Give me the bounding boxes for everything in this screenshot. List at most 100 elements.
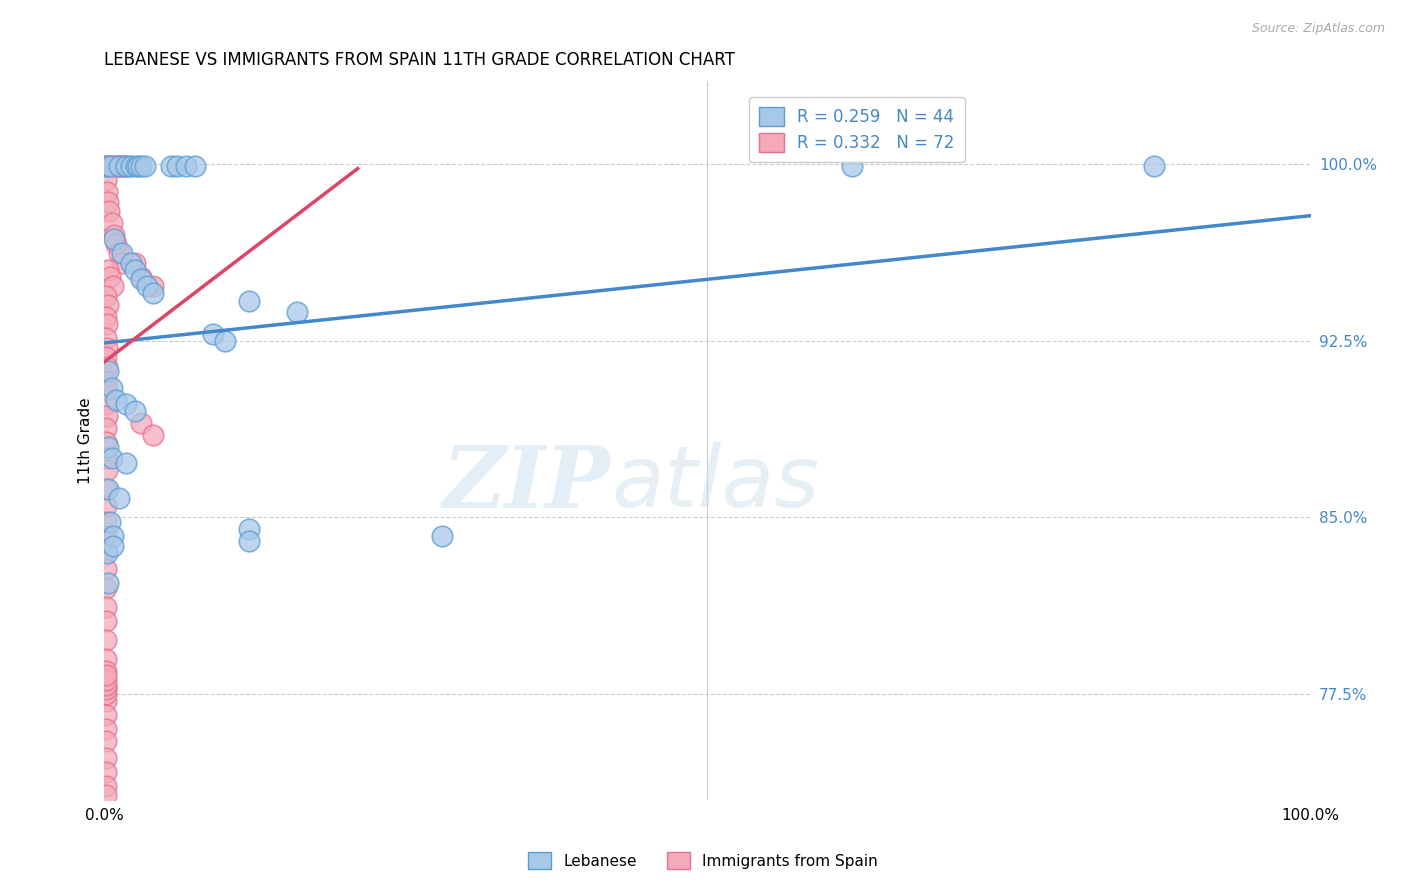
Point bbox=[127, 159, 149, 173]
Point bbox=[111, 159, 134, 173]
Text: ZIP: ZIP bbox=[443, 442, 612, 525]
Point bbox=[96, 383, 118, 397]
Point bbox=[94, 789, 117, 803]
Point bbox=[100, 515, 122, 529]
Point bbox=[101, 159, 124, 173]
Point bbox=[94, 734, 117, 748]
Point bbox=[184, 159, 207, 173]
Point bbox=[1143, 159, 1166, 173]
Point bbox=[100, 451, 122, 466]
Point bbox=[94, 673, 117, 687]
Point bbox=[96, 159, 118, 173]
Point bbox=[94, 779, 117, 793]
Point bbox=[94, 632, 117, 647]
Point bbox=[841, 159, 863, 173]
Point bbox=[97, 576, 120, 591]
Point bbox=[125, 159, 148, 173]
Point bbox=[103, 232, 125, 246]
Point bbox=[94, 764, 117, 779]
Point bbox=[96, 546, 118, 560]
Point bbox=[100, 269, 122, 284]
Point bbox=[96, 463, 118, 477]
Point bbox=[111, 256, 134, 270]
Point bbox=[115, 159, 138, 173]
Point bbox=[94, 668, 117, 682]
Point bbox=[115, 159, 138, 173]
Point bbox=[201, 326, 224, 341]
Point bbox=[287, 305, 309, 319]
Point bbox=[129, 416, 152, 430]
Point bbox=[120, 159, 142, 173]
Point bbox=[94, 397, 117, 411]
Point bbox=[101, 279, 124, 293]
Point bbox=[97, 263, 120, 277]
Point bbox=[112, 159, 135, 173]
Point bbox=[142, 286, 165, 301]
Point bbox=[124, 263, 146, 277]
Y-axis label: 11th Grade: 11th Grade bbox=[79, 398, 93, 484]
Point bbox=[100, 159, 122, 173]
Point bbox=[94, 543, 117, 558]
Point bbox=[97, 194, 120, 209]
Point bbox=[94, 482, 117, 496]
Point bbox=[100, 381, 122, 395]
Point bbox=[94, 451, 117, 466]
Point bbox=[96, 409, 118, 423]
Point bbox=[97, 482, 120, 496]
Point bbox=[105, 392, 128, 407]
Text: LEBANESE VS IMMIGRANTS FROM SPAIN 11TH GRADE CORRELATION CHART: LEBANESE VS IMMIGRANTS FROM SPAIN 11TH G… bbox=[104, 51, 735, 69]
Point bbox=[108, 159, 131, 173]
Point bbox=[94, 652, 117, 666]
Point bbox=[115, 397, 138, 411]
Point bbox=[97, 364, 120, 378]
Point bbox=[166, 159, 188, 173]
Point bbox=[101, 539, 124, 553]
Point bbox=[96, 317, 118, 331]
Point bbox=[96, 185, 118, 199]
Point bbox=[124, 404, 146, 418]
Point bbox=[101, 529, 124, 543]
Point bbox=[94, 680, 117, 694]
Point bbox=[94, 678, 117, 692]
Point bbox=[94, 499, 117, 513]
Point bbox=[214, 334, 236, 348]
Point bbox=[94, 515, 117, 529]
Text: atlas: atlas bbox=[612, 442, 820, 525]
Point bbox=[103, 227, 125, 242]
Point bbox=[135, 279, 157, 293]
Text: Source: ZipAtlas.com: Source: ZipAtlas.com bbox=[1251, 22, 1385, 36]
Point bbox=[94, 421, 117, 435]
Point bbox=[94, 599, 117, 614]
Point bbox=[129, 269, 152, 284]
Point bbox=[108, 491, 131, 506]
Point bbox=[97, 298, 120, 312]
Point bbox=[115, 456, 138, 470]
Point bbox=[94, 529, 117, 543]
Point bbox=[105, 236, 128, 251]
Point bbox=[98, 204, 121, 219]
Point bbox=[94, 682, 117, 697]
Point bbox=[94, 310, 117, 324]
Point bbox=[430, 529, 453, 543]
Point bbox=[94, 562, 117, 576]
Point bbox=[111, 246, 134, 260]
Point bbox=[94, 664, 117, 678]
Point bbox=[94, 614, 117, 628]
Point bbox=[94, 173, 117, 187]
Point bbox=[134, 159, 156, 173]
Point bbox=[238, 533, 260, 548]
Point bbox=[100, 216, 122, 230]
Point bbox=[94, 694, 117, 708]
Point bbox=[238, 522, 260, 536]
Point bbox=[108, 246, 131, 260]
Point bbox=[108, 159, 131, 173]
Point bbox=[104, 159, 127, 173]
Point bbox=[94, 723, 117, 737]
Point bbox=[100, 159, 122, 173]
Point bbox=[94, 331, 117, 345]
Point bbox=[142, 428, 165, 442]
Point bbox=[107, 159, 129, 173]
Point bbox=[129, 159, 152, 173]
Point bbox=[94, 708, 117, 723]
Point bbox=[94, 159, 117, 173]
